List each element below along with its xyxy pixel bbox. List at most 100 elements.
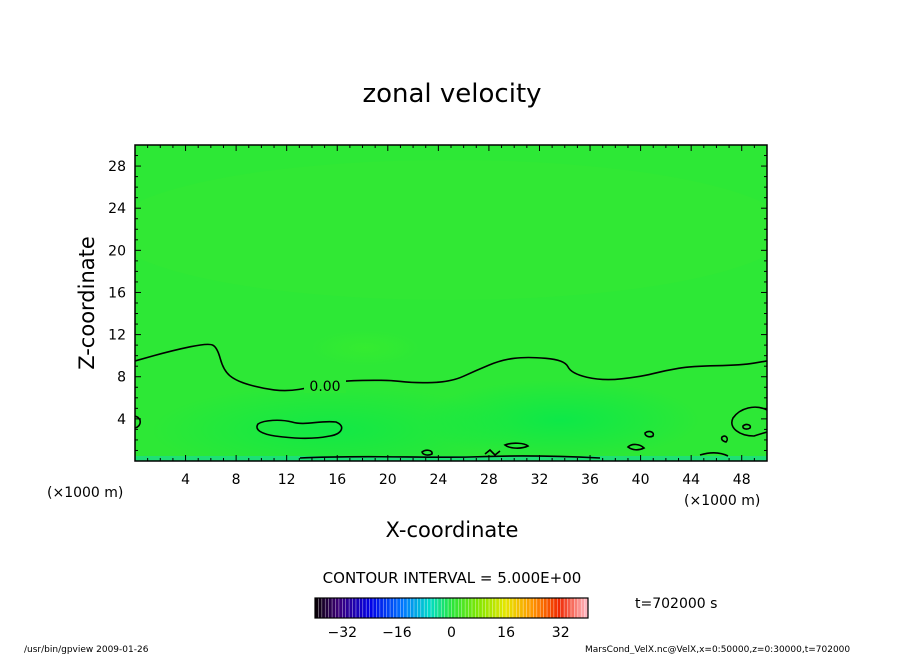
colorbar-cell xyxy=(495,598,500,618)
colorbar-cell xyxy=(386,598,391,618)
colorbar-cell xyxy=(567,598,572,618)
colorbar-cell xyxy=(410,598,415,618)
contour-lines xyxy=(135,343,767,459)
colorbar-cell xyxy=(359,598,364,618)
field-low-blob-2 xyxy=(420,380,700,460)
colorbar-cell xyxy=(349,598,353,618)
colorbar-cell xyxy=(376,598,381,618)
x-tick-label: 48 xyxy=(733,472,751,488)
y-axis-label: Z-coordinate xyxy=(75,236,99,370)
colorbar-cell xyxy=(427,598,432,618)
y-tick-label: 16 xyxy=(108,285,126,301)
colorbar-cell xyxy=(403,598,408,618)
colorbar-cell xyxy=(417,598,422,618)
colorbar-cell xyxy=(362,598,367,618)
colorbar-cell xyxy=(424,598,428,618)
colorbar-cell xyxy=(420,598,425,618)
contour-label: 0.00 xyxy=(309,379,340,395)
colorbar-cell xyxy=(475,598,480,618)
colorbar-cell xyxy=(564,598,568,618)
colorbar-cell xyxy=(499,598,503,618)
colorbar-cell xyxy=(506,598,510,618)
colorbar-cell xyxy=(396,598,401,618)
colorbar-cell xyxy=(383,598,387,618)
y-tick-label: 20 xyxy=(108,243,126,259)
colorbar-cell xyxy=(373,598,377,618)
colorbar-cell xyxy=(437,598,442,618)
colorbar-cell xyxy=(584,598,589,618)
chart-title: zonal velocity xyxy=(362,79,541,109)
y-tick-label: 28 xyxy=(108,159,126,175)
colorbar-tick-label: −32 xyxy=(328,625,358,641)
colorbar-cell xyxy=(550,598,555,618)
contour-small-1 xyxy=(503,442,530,449)
contour-bottom-right xyxy=(699,452,729,457)
contour-small-6 xyxy=(484,448,501,457)
colorbar-cell xyxy=(366,598,370,618)
colorbar-cell xyxy=(345,598,350,618)
colorbar-cell xyxy=(581,598,585,618)
colorbar-cell xyxy=(478,598,483,618)
time-text: t=702000 s xyxy=(635,596,717,612)
contour-small-2 xyxy=(626,443,646,451)
colorbar-tick-label: 0 xyxy=(447,625,456,641)
footer-left: /usr/bin/gpview 2009-01-26 xyxy=(24,645,149,654)
colorbar-cell xyxy=(492,598,497,618)
colorbar-cell xyxy=(342,598,347,618)
colorbar-cell xyxy=(547,598,551,618)
colorbar-cell xyxy=(328,598,333,618)
colorbar-cell xyxy=(315,598,319,618)
contour-label-bg xyxy=(304,379,346,393)
colorbar-cell xyxy=(529,598,534,618)
colorbar-cell xyxy=(502,598,507,618)
colorbar-cell xyxy=(393,598,398,618)
colorbar-cell xyxy=(509,598,514,618)
contour-right-small-loop xyxy=(742,423,752,430)
colorbar-cell xyxy=(454,598,459,618)
y-tick-label: 12 xyxy=(108,328,126,344)
x-unit-left: (×1000 m) xyxy=(47,485,123,501)
y-tick-label: 4 xyxy=(117,412,126,428)
x-tick-label: 20 xyxy=(379,472,397,488)
colorbar-cell xyxy=(379,598,384,618)
colorbar-cell xyxy=(533,598,538,618)
colorbar-cell xyxy=(431,598,435,618)
x-axis-label: X-coordinate xyxy=(386,518,519,542)
colorbar-cell xyxy=(574,598,579,618)
y-tick-label: 24 xyxy=(108,201,126,217)
colorbar-cell xyxy=(369,598,374,618)
colorbar-cell xyxy=(540,598,544,618)
colorbar-cell xyxy=(441,598,445,618)
colorbar-cell xyxy=(489,598,493,618)
colorbar-cell xyxy=(526,598,531,618)
x-tick-label: 28 xyxy=(480,472,498,488)
axis-ticks xyxy=(135,145,767,461)
colorbar-cell xyxy=(400,598,405,618)
x-tick-labels: 4 8 12 16 20 24 28 32 36 40 44 48 xyxy=(181,472,751,488)
colorbar-cell xyxy=(390,598,394,618)
x-tick-label: 32 xyxy=(531,472,549,488)
colorbar-cell xyxy=(570,598,575,618)
colorbar-cell xyxy=(355,598,360,618)
colorbar-cell xyxy=(465,598,469,618)
x-tick-label: 4 xyxy=(181,472,190,488)
colorbar-cell xyxy=(448,598,452,618)
x-tick-label: 36 xyxy=(581,472,599,488)
contour-interval-text: CONTOUR INTERVAL = 5.000E+00 xyxy=(323,569,582,587)
colorbar-cell xyxy=(434,598,439,618)
colorbar-tick-labels: −32 −16 0 16 32 xyxy=(328,625,570,641)
footer-right: MarsCond_VelX.nc@VelX,x=0:50000,z=0:3000… xyxy=(585,645,850,654)
colorbar-tick-label: 16 xyxy=(497,625,515,641)
colorbar-frame xyxy=(314,597,589,619)
colorbar-cell xyxy=(560,598,565,618)
colorbar-cell xyxy=(407,598,411,618)
colorbar-cell xyxy=(482,598,486,618)
x-tick-label: 16 xyxy=(328,472,346,488)
colorbar-cell xyxy=(444,598,449,618)
colorbar-cell xyxy=(468,598,473,618)
field-mid-blob xyxy=(310,330,420,366)
x-tick-label: 24 xyxy=(429,472,447,488)
colorbar-cell xyxy=(516,598,521,618)
colorbar-cell xyxy=(335,598,340,618)
colorbar-cell xyxy=(461,598,466,618)
